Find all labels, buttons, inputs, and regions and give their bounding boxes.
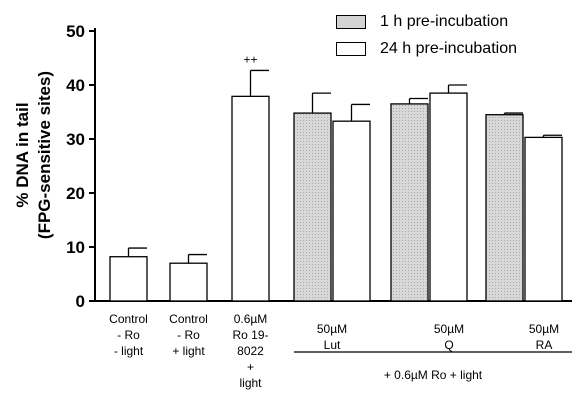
x-tick-label: Control [169,312,208,326]
bar [390,103,429,302]
x-tick-label: 0.6µM [234,312,268,326]
x-tick-label: Control [109,312,148,326]
legend-swatch-24h [336,42,366,56]
bar [332,120,371,302]
bar [169,262,208,302]
significance-annotation: ++ [243,52,257,66]
y-axis-title-line-1: % DNA in tail [13,102,32,208]
bar [231,95,270,302]
x-tick-label: + [247,360,254,374]
legend-entry-1h: 1 h pre-incubation [336,10,508,34]
x-tick-label: light [239,376,262,390]
group-label: 50µM [434,322,464,336]
legend-entry-24h: 24 h pre-incubation [336,37,517,61]
legend-label-1h: 1 h pre-incubation [380,13,509,30]
bar [485,114,524,302]
bar [429,92,468,302]
x-tick-label: + light [172,344,205,358]
y-tick-label: 0 [76,292,85,311]
bar [109,256,148,302]
treatment-bracket-label: + 0.6µM Ro + light [383,368,483,382]
x-tick-label: - light [114,344,144,358]
x-tick-label: - Ro [177,328,200,342]
legend-swatch-1h [336,15,366,29]
y-tick-label: 40 [66,76,85,95]
bar [524,136,563,302]
y-tick-label: 10 [66,238,85,257]
group-label: 50µM [317,322,347,336]
bar [293,112,332,302]
x-tick-label: Ro 19- [232,328,268,342]
group-label: Lut [324,338,341,352]
x-tick-label: 8022 [237,344,264,358]
group-label: Q [444,338,453,352]
x-tick-label: - Ro [117,328,140,342]
legend-label-24h: 24 h pre-incubation [380,40,517,57]
y-tick-label: 20 [66,184,85,203]
y-tick-label: 30 [66,130,85,149]
group-label: RA [536,338,553,352]
y-tick-label: 50 [66,22,85,41]
group-label: 50µM [529,322,559,336]
y-axis-title-line-2: (FPG-sensitive sites) [35,70,54,240]
